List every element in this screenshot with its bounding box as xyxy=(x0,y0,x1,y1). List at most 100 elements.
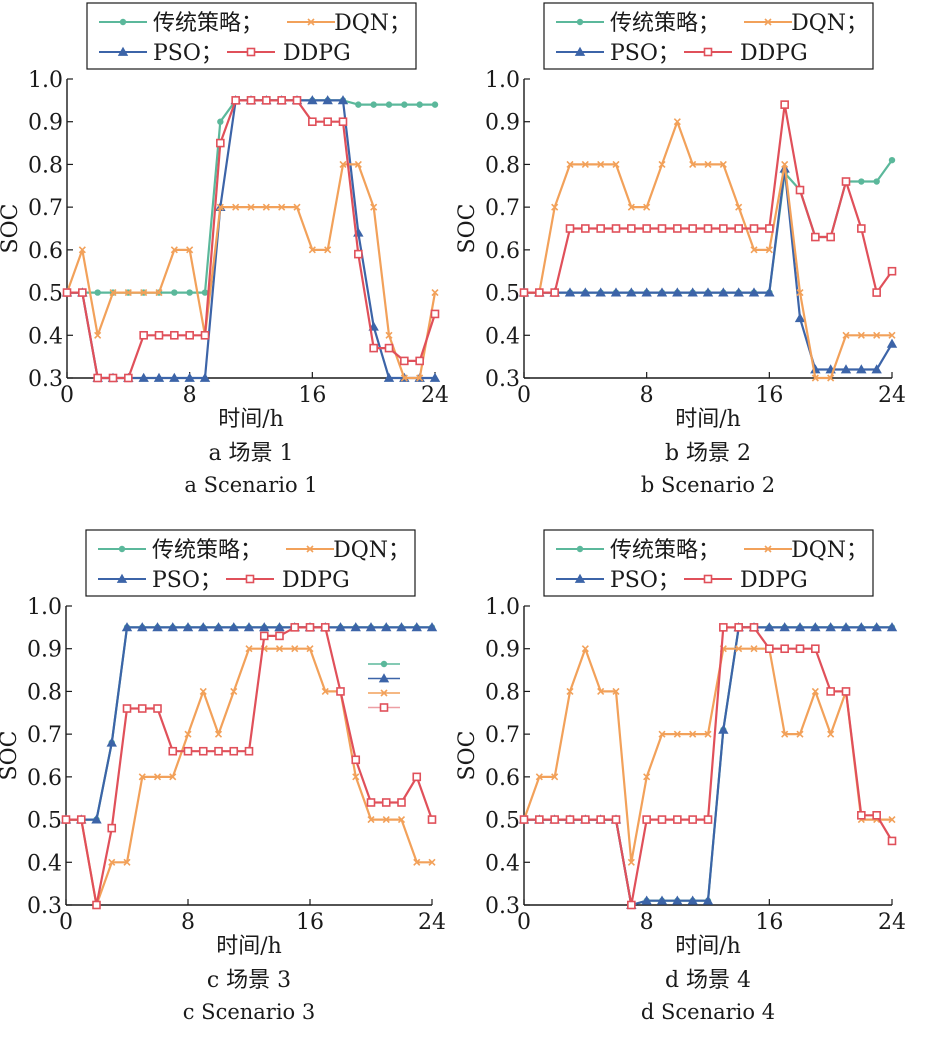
data-point-dqn xyxy=(658,160,666,168)
series-traditional xyxy=(62,624,436,823)
data-point-ddpg xyxy=(198,746,208,756)
data-point-pso xyxy=(307,95,318,105)
data-point-dqn xyxy=(275,645,284,653)
x-tick-label: 16 xyxy=(755,383,783,408)
data-point-pso xyxy=(626,287,637,297)
legend-marker-traditional xyxy=(118,545,126,553)
data-point-traditional xyxy=(94,289,101,296)
data-point-traditional xyxy=(431,101,439,108)
legend: 传统策略； DQN； PSO； DDPG xyxy=(543,529,874,597)
data-point-pso xyxy=(794,313,806,323)
data-point-traditional xyxy=(217,118,224,125)
y-axis-label: SOC xyxy=(0,731,22,781)
inset-marker-ddpg xyxy=(379,703,389,712)
data-point-dqn xyxy=(245,645,253,653)
data-point-dqn xyxy=(155,289,163,297)
y-tick-label: 0.7 xyxy=(28,196,63,221)
x-axis-label: 时间/h xyxy=(218,407,284,432)
series-dqn xyxy=(520,645,896,866)
data-point-pso xyxy=(91,814,102,824)
data-point-pso xyxy=(871,364,882,374)
data-point-pso xyxy=(672,895,683,905)
data-point-traditional xyxy=(416,101,423,108)
data-point-pso xyxy=(595,287,606,297)
data-point-ddpg xyxy=(673,815,682,824)
legend-marker-ddpg xyxy=(245,574,255,584)
legend-box xyxy=(86,2,417,70)
data-point-ddpg xyxy=(323,117,332,127)
data-point-pso xyxy=(702,287,714,297)
y-tick-label: 0.6 xyxy=(28,239,63,264)
data-point-dqn xyxy=(704,160,712,168)
data-point-ddpg xyxy=(183,746,193,756)
data-point-dqn xyxy=(612,687,620,695)
data-point-ddpg xyxy=(749,224,759,233)
x-tick-label: 24 xyxy=(878,383,906,408)
data-point-ddpg xyxy=(535,288,544,297)
data-point-dqn xyxy=(765,246,773,254)
data-point-pso xyxy=(365,622,377,632)
data-point-dqn xyxy=(431,289,439,297)
data-point-pso xyxy=(886,622,898,632)
data-point-dqn xyxy=(400,374,408,382)
data-point-ddpg xyxy=(841,687,851,696)
data-point-pso xyxy=(184,372,195,382)
data-point-dqn xyxy=(94,331,102,339)
data-point-ddpg xyxy=(887,266,897,276)
data-point-dqn xyxy=(293,203,301,211)
chart-panel-4: 传统策略； DQN； PSO； DDPG 0.3 0.4 0.5 0.6 0.7 0.8 0.9 1.… xyxy=(455,529,906,1024)
data-point-pso xyxy=(580,287,591,297)
data-point-dqn xyxy=(888,816,896,824)
data-point-ddpg xyxy=(550,815,559,824)
y-tick-label: 1.0 xyxy=(485,68,520,93)
data-point-dqn xyxy=(78,246,86,254)
data-point-pso xyxy=(733,287,744,297)
data-point-ddpg xyxy=(430,309,440,319)
data-point-pso xyxy=(259,622,270,632)
data-point-ddpg xyxy=(519,815,529,824)
legend-marker-pso xyxy=(574,46,586,56)
data-point-dqn xyxy=(811,374,819,382)
legend-label-pso: PSO； xyxy=(153,41,223,66)
y-tick-label: 0.7 xyxy=(27,723,62,748)
series-pso xyxy=(61,95,441,382)
data-point-dqn xyxy=(689,730,697,738)
data-point-pso xyxy=(137,622,148,632)
data-point-dqn xyxy=(385,331,393,339)
legend-label-dqn: DQN； xyxy=(334,11,411,36)
data-point-ddpg xyxy=(92,900,101,910)
data-point-pso xyxy=(121,622,133,632)
data-point-ddpg xyxy=(872,288,881,297)
y-tick-label: 0.9 xyxy=(485,111,520,136)
series-pso xyxy=(518,163,898,374)
data-point-pso xyxy=(426,622,438,632)
legend-marker-traditional xyxy=(576,18,584,26)
data-point-pso xyxy=(764,287,775,297)
inset-marker-key xyxy=(368,660,400,712)
data-point-pso xyxy=(429,372,441,382)
data-point-ddpg xyxy=(657,224,667,233)
data-point-dqn xyxy=(673,118,681,126)
data-point-ddpg xyxy=(275,631,284,641)
x-tick-label: 24 xyxy=(421,383,449,408)
data-point-pso xyxy=(182,622,194,632)
legend-marker-ddpg xyxy=(246,47,256,57)
data-point-dqn xyxy=(612,160,620,168)
y-tick-label: 0.7 xyxy=(485,723,520,748)
series-line-traditional xyxy=(66,626,432,821)
legend-label-traditional: 传统策略； xyxy=(153,11,263,36)
data-point-dqn xyxy=(123,858,131,866)
data-point-dqn xyxy=(352,773,360,781)
data-point-pso xyxy=(672,287,683,297)
data-point-dqn xyxy=(842,331,850,339)
data-point-dqn xyxy=(291,645,299,653)
y-tick-label: 0.7 xyxy=(485,196,520,221)
data-point-pso xyxy=(564,287,576,297)
data-point-pso xyxy=(228,622,239,632)
data-point-pso xyxy=(383,372,395,382)
series-ddpg xyxy=(61,623,437,910)
data-point-ddpg xyxy=(214,746,223,756)
data-point-ddpg xyxy=(107,823,117,833)
data-point-traditional xyxy=(186,289,193,296)
data-point-dqn xyxy=(306,645,314,653)
